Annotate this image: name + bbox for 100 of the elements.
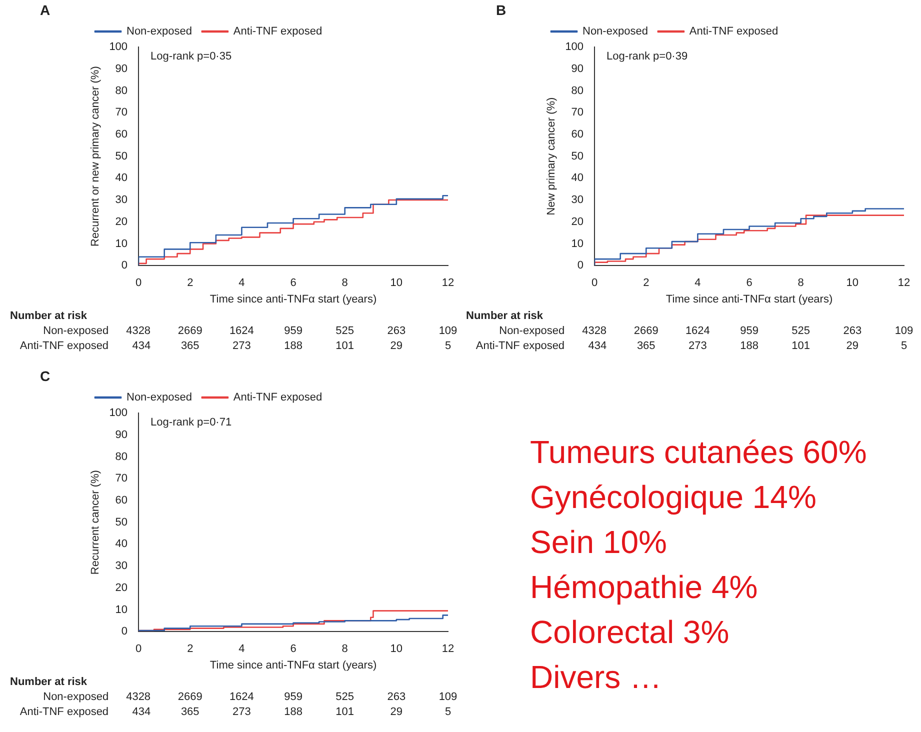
annotation: Log-rank p=0·71	[150, 416, 232, 429]
text: 2669	[176, 325, 204, 337]
text: 434	[588, 340, 607, 352]
text: Colorectal 3%	[530, 613, 730, 652]
text: 101	[334, 706, 356, 718]
text: 525	[334, 325, 356, 337]
text: Gynécologique 14%	[530, 478, 818, 517]
y-tick-label: 60	[115, 494, 128, 506]
text: 29	[389, 706, 404, 718]
text: 109	[894, 325, 914, 337]
y-tick-label: 30	[571, 194, 584, 206]
y-tick-label: 100	[109, 41, 128, 54]
y-tick-label: 30	[115, 194, 128, 206]
text: 525	[790, 325, 812, 337]
y-tick-label: 40	[115, 172, 128, 184]
text: 273	[688, 340, 708, 352]
y-tick-label: 0	[121, 260, 128, 272]
text: Tumeurs cutanées 60%	[530, 433, 867, 472]
y-tick-label: 90	[115, 428, 128, 441]
legend-label: Anti-TNF exposed	[233, 392, 322, 404]
legend-label: Non-exposed	[126, 26, 192, 38]
x-tick-label: 4	[694, 277, 701, 290]
y-tick-label: 30	[115, 560, 128, 572]
text: 188	[283, 340, 304, 352]
x-tick-label: 2	[187, 643, 194, 656]
text: 263	[386, 691, 407, 703]
text: Hémopathie 4%	[530, 568, 759, 607]
x-tick-label: 0	[591, 277, 598, 290]
y-tick-label: 50	[115, 150, 128, 162]
text: Number at risk	[10, 676, 88, 688]
y-tick-label: 80	[571, 84, 584, 97]
annotation: Log-rank p=0·35	[150, 50, 232, 63]
text: 365	[180, 340, 200, 352]
text: 5	[444, 340, 452, 352]
y-tick-label: 70	[115, 472, 128, 485]
x-tick-label: 12	[898, 277, 910, 290]
x-tick-label: 6	[290, 643, 296, 656]
y-tick-label: 70	[571, 106, 584, 119]
text: 29	[845, 340, 860, 352]
x-tick-label: 6	[746, 277, 752, 290]
y-tick-label: 90	[115, 62, 128, 75]
text: 1624	[684, 325, 711, 337]
text: 101	[790, 340, 812, 352]
y-tick-label: 100	[565, 41, 584, 54]
text: 2669	[176, 691, 204, 703]
text: Non-exposed	[43, 325, 109, 337]
text: Anti-TNF exposed	[20, 706, 109, 718]
text: 188	[739, 340, 760, 352]
y-tick-label: 50	[115, 516, 128, 528]
x-tick-label: 8	[342, 277, 348, 290]
text: Non-exposed	[499, 325, 565, 337]
y-tick-label: 20	[115, 216, 128, 228]
chart-title: B	[496, 2, 506, 18]
text: 525	[334, 691, 356, 703]
legend-label: Non-exposed	[126, 392, 192, 404]
y-tick-label: 80	[115, 84, 128, 97]
y-tick-label: 70	[115, 106, 128, 119]
x-tick-label: 12	[442, 277, 454, 290]
text: 109	[438, 691, 458, 703]
x-tick-label: 10	[846, 277, 859, 290]
y-tick-label: 0	[577, 260, 584, 272]
text: 1624	[228, 691, 255, 703]
text: 434	[132, 340, 151, 352]
chart-title: C	[40, 368, 50, 384]
x-tick-label: 2	[187, 277, 194, 290]
y-axis-title: Recurrent or new primary cancer (%)	[90, 66, 102, 246]
text: 5	[444, 706, 452, 718]
text: 5	[900, 340, 908, 352]
y-tick-label: 10	[571, 238, 584, 250]
y-tick-label: 90	[571, 62, 584, 75]
text: 365	[180, 706, 200, 718]
text: 434	[132, 706, 151, 718]
x-tick-label: 8	[342, 643, 348, 656]
text: Sein 10%	[530, 523, 668, 562]
x-tick-label: 12	[442, 643, 454, 656]
text: 188	[283, 706, 304, 718]
text: Anti-TNF exposed	[476, 340, 565, 352]
chart-title: A	[40, 2, 50, 18]
text: 4328	[582, 325, 607, 337]
text: 273	[232, 706, 252, 718]
y-axis-title: Recurrent cancer (%)	[90, 470, 102, 575]
text: 101	[334, 340, 356, 352]
y-tick-label: 0	[121, 626, 128, 638]
annotation: Log-rank p=0·39	[606, 50, 688, 63]
y-axis-title: New primary cancer (%)	[546, 97, 558, 216]
text: 109	[438, 325, 458, 337]
legend-label: Anti-TNF exposed	[689, 26, 778, 38]
text: 263	[842, 325, 863, 337]
text: 365	[636, 340, 656, 352]
y-tick-label: 100	[109, 407, 128, 420]
y-tick-label: 20	[115, 582, 128, 594]
text: 1624	[228, 325, 255, 337]
text: 959	[283, 325, 304, 337]
text: Number at risk	[10, 310, 88, 322]
y-tick-label: 10	[115, 604, 128, 616]
y-tick-label: 60	[571, 128, 584, 140]
text: 29	[389, 340, 404, 352]
x-tick-label: 4	[238, 277, 245, 290]
x-axis-title: Time since anti-TNFα start (years)	[666, 293, 833, 306]
text: 959	[283, 691, 304, 703]
